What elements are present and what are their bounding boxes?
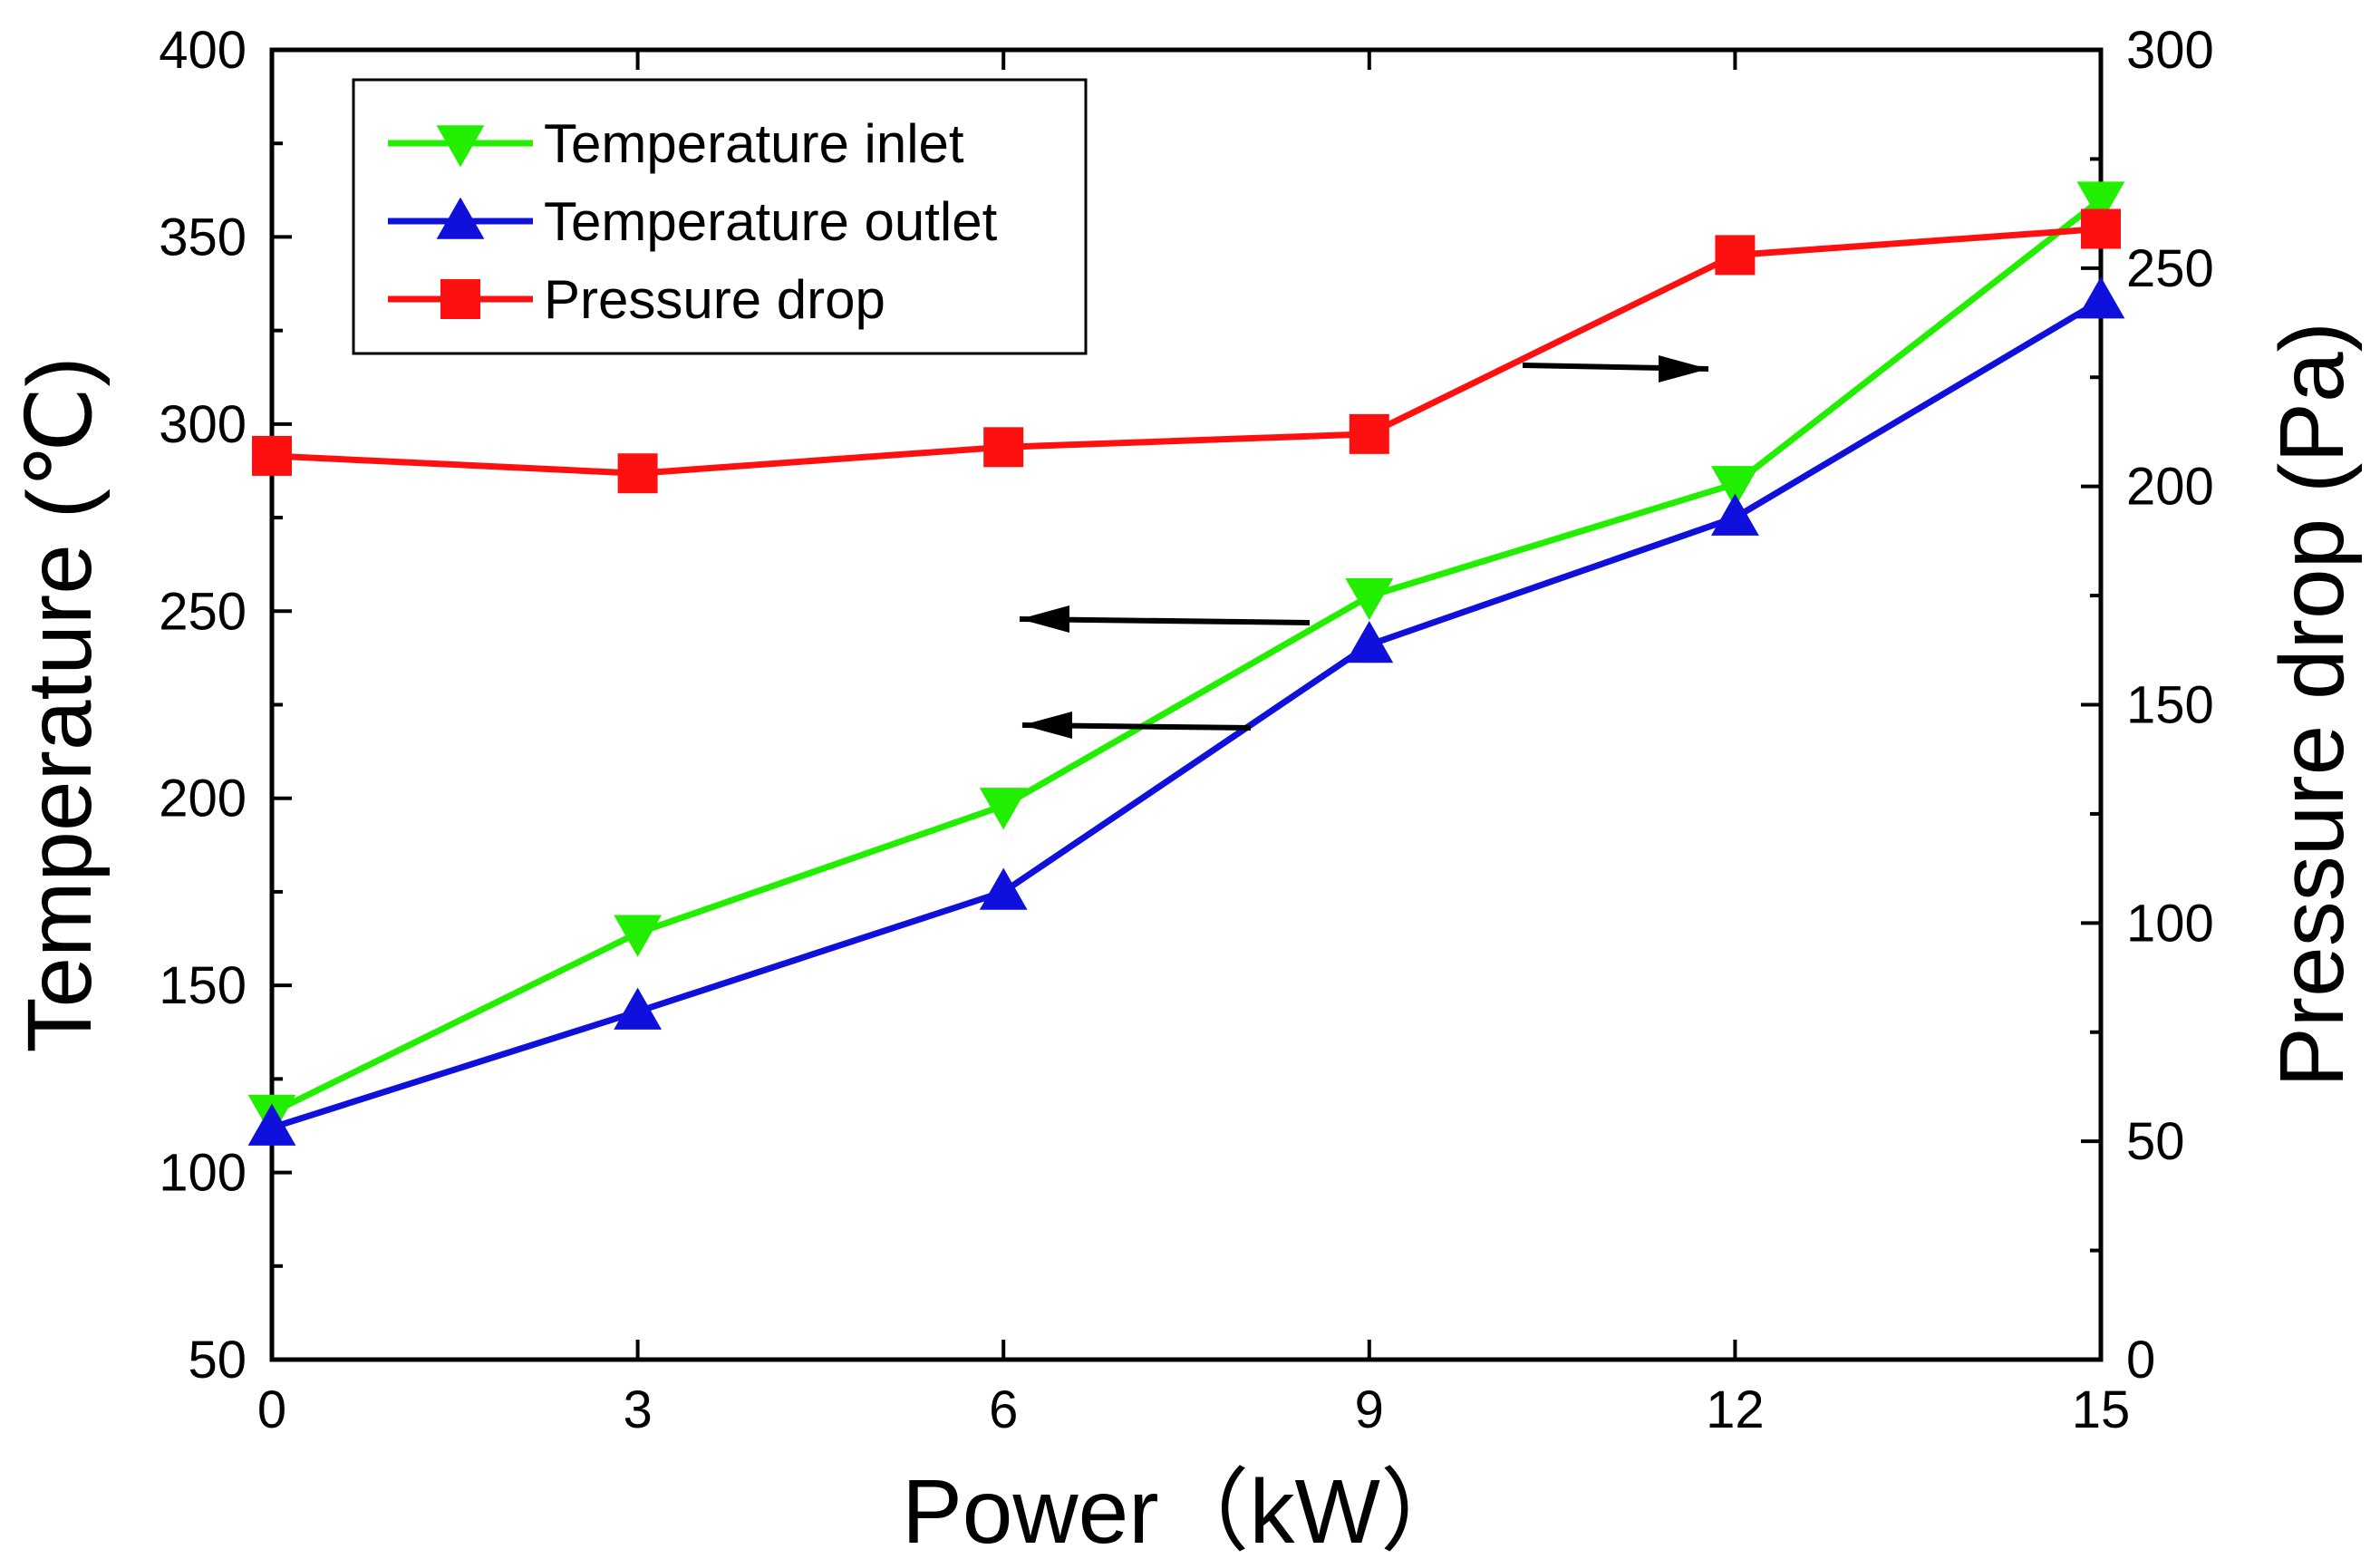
data-point-temperature-inlet — [979, 788, 1028, 830]
y-left-tick-label: 400 — [159, 21, 247, 80]
legend: Temperature inlet Temperature outlet Press… — [352, 78, 1088, 355]
legend-label-temperature-inlet: Temperature inlet — [544, 113, 964, 174]
arrow-left-outlet-head — [1022, 712, 1072, 739]
legend-marker-temperature-inlet — [436, 125, 485, 168]
y-left-tick-label: 50 — [188, 1331, 247, 1390]
x-tick-label: 9 — [1355, 1380, 1384, 1439]
x-tick-label: 3 — [623, 1380, 652, 1439]
y-left-axis-title: Temperature (℃) — [9, 356, 111, 1052]
x-tick-label: 6 — [989, 1380, 1018, 1439]
data-point-pressure-drop — [2081, 208, 2121, 249]
data-point-temperature-outlet — [2076, 276, 2125, 319]
data-point-pressure-drop — [1349, 413, 1389, 454]
data-point-pressure-drop — [617, 453, 658, 494]
legend-label-temperature-outlet: Temperature outlet — [544, 191, 998, 252]
y-right-tick-label: 50 — [2126, 1112, 2185, 1171]
series-line-pressure-drop — [271, 225, 2102, 477]
arrow-right-pressure-head — [1659, 355, 1708, 382]
data-point-temperature-inlet — [2076, 181, 2125, 224]
series-line-temperature-inlet — [270, 197, 2104, 1116]
x-tick-label: 15 — [2072, 1380, 2131, 1439]
data-point-temperature-outlet — [1345, 621, 1394, 663]
y-right-tick-label: 200 — [2126, 458, 2214, 517]
series-layer — [247, 181, 2125, 1146]
legend-marker-pressure-drop — [440, 279, 480, 319]
x-axis-title: Power（kW） — [902, 1461, 1471, 1559]
y-left-tick-label: 350 — [159, 208, 247, 266]
data-point-temperature-inlet — [1711, 466, 1759, 508]
data-point-temperature-inlet — [614, 915, 662, 957]
x-tick-label: 12 — [1706, 1380, 1765, 1439]
y-left-tick-label: 200 — [159, 770, 247, 828]
labels-layer: 0 3 6 9 12 1550100150200250300350400050100150… — [9, 21, 2363, 1559]
annotation-layer — [1019, 355, 1709, 739]
y-right-tick-label: 150 — [2126, 676, 2214, 735]
y-right-tick-label: 0 — [2126, 1331, 2155, 1390]
y-left-tick-label: 250 — [159, 582, 247, 641]
data-point-temperature-outlet — [247, 1103, 296, 1146]
data-point-temperature-inlet — [1345, 577, 1394, 621]
y-right-tick-label: 300 — [2126, 21, 2214, 80]
y-left-tick-label: 100 — [159, 1144, 247, 1203]
series-line-temperature-outlet — [270, 297, 2103, 1131]
y-left-tick-label: 300 — [159, 395, 247, 454]
data-point-temperature-outlet — [1711, 493, 1759, 536]
data-point-temperature-outlet — [979, 867, 1028, 910]
data-point-pressure-drop — [1715, 235, 1756, 276]
y-right-axis-title: Pressure drop (Pa) — [2261, 322, 2363, 1088]
data-point-pressure-drop — [983, 427, 1024, 468]
y-right-tick-label: 100 — [2126, 894, 2214, 953]
data-point-pressure-drop — [252, 435, 292, 476]
legend-label-pressure-drop: Pressure drop — [544, 269, 885, 330]
arrow-left-inlet-head — [1020, 605, 1069, 633]
legend-marker-temperature-outlet — [436, 197, 485, 239]
y-left-tick-label: 150 — [159, 956, 247, 1015]
axes-layer — [269, 47, 2104, 1362]
y-right-tick-label: 250 — [2126, 239, 2214, 298]
x-tick-label: 0 — [257, 1380, 286, 1439]
data-point-temperature-outlet — [614, 987, 662, 1030]
